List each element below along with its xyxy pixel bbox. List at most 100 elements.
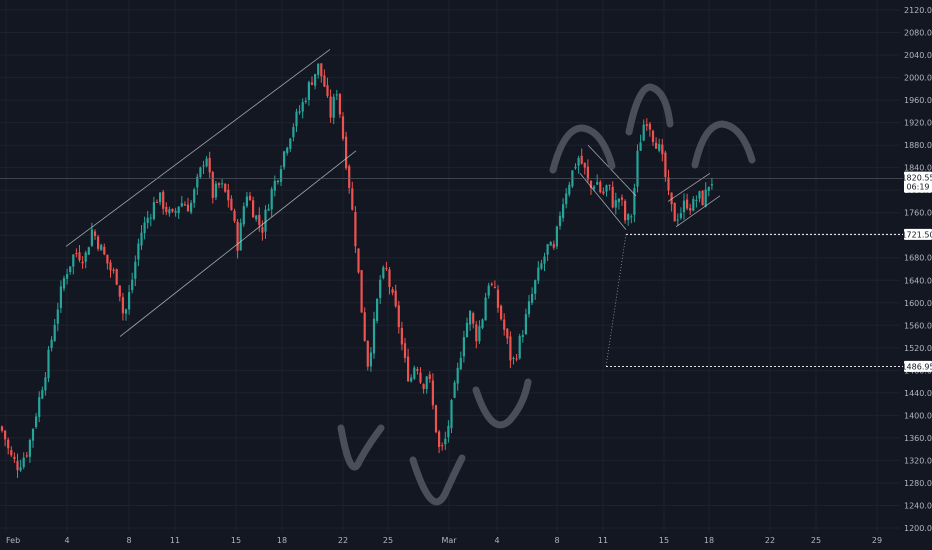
candle-down [106, 254, 109, 264]
candle-down [493, 286, 496, 288]
x-tick-label: 29 [872, 536, 882, 545]
candle-down [354, 211, 357, 247]
candle-up [66, 274, 69, 279]
candle-up [692, 198, 695, 211]
candle-up [242, 206, 245, 225]
y-tick-label: 1520.00 [904, 344, 932, 353]
inverse-head-arc [409, 454, 466, 506]
flag-lower-line [579, 173, 627, 230]
candle-down [357, 248, 360, 273]
candle-down [490, 283, 493, 286]
y-tick-label: 1920.00 [904, 119, 932, 128]
candle-down [233, 210, 236, 222]
candle-down [112, 269, 115, 271]
candle-up [35, 416, 38, 428]
candle-up [372, 318, 376, 354]
candle-down [689, 208, 692, 211]
candle-down [667, 177, 670, 191]
x-tick-label: 11 [170, 536, 180, 545]
candle-down [258, 214, 261, 225]
candle-down [4, 430, 7, 440]
y-tick-label: 1240.00 [904, 501, 932, 510]
candle-down [608, 184, 611, 186]
candle-up [574, 166, 577, 169]
candle-down [109, 262, 112, 271]
candle-down [208, 158, 211, 173]
inverse-right-shoulder-arc [472, 378, 532, 429]
candle-up [447, 425, 450, 438]
candle-up [549, 242, 552, 246]
candle-up [314, 73, 317, 86]
candle-up [180, 203, 183, 207]
candle-up [707, 186, 710, 191]
candle-up [159, 192, 162, 203]
x-tick-label: 18 [704, 536, 714, 545]
candle-down [422, 384, 425, 390]
candle-down [115, 269, 118, 285]
x-axis[interactable]: Feb 4 8 11 15 18 22 25 Mar 4 8 11 15 18 22 25 29 [6, 536, 882, 545]
candle-up [543, 256, 546, 264]
candle-up [512, 357, 515, 359]
x-tick-label: 4 [494, 536, 499, 545]
y-tick-label: 1760.00 [904, 209, 932, 218]
y-tick-label: 2080.00 [904, 29, 932, 38]
candle-up [555, 226, 558, 247]
candle-up [168, 209, 171, 214]
candle-up [481, 319, 484, 328]
candle-down [121, 297, 124, 314]
candle-up [174, 210, 177, 213]
wedge-lower-line [675, 195, 721, 228]
candle-up [19, 467, 22, 471]
candle-down [388, 269, 391, 288]
candle-up [279, 169, 283, 182]
candle-up [38, 397, 41, 417]
candle-up [199, 167, 202, 178]
candle-up [617, 198, 620, 203]
candle-up [379, 279, 382, 298]
candle-up [593, 186, 596, 189]
candle-up [487, 285, 490, 296]
candle-down [261, 227, 264, 233]
y-tick-label: 1280.00 [904, 479, 932, 488]
annotations [0, 49, 903, 506]
candle-down [620, 197, 624, 200]
y-tick-label: 1640.00 [904, 276, 932, 285]
y-tick-label: 1680.00 [904, 254, 932, 263]
candle-down [78, 252, 81, 261]
candle-down [661, 144, 664, 155]
candle-up [376, 299, 379, 321]
candle-up [31, 428, 35, 441]
candle-down [252, 200, 255, 218]
candle-up [245, 196, 248, 207]
candle-up [524, 314, 527, 335]
flag-upper-line [587, 144, 637, 197]
candle-down [351, 188, 354, 210]
candle-down [416, 369, 419, 371]
candle-up [484, 297, 487, 321]
y-tick-label: 1960.00 [904, 96, 932, 105]
candle-down [589, 180, 593, 188]
candle-up [264, 209, 267, 232]
candle-down [599, 181, 602, 193]
candle-up [44, 377, 47, 391]
candle-down [186, 204, 190, 212]
candle-down [118, 285, 121, 297]
candle-up [72, 254, 75, 267]
candle-up [307, 82, 310, 100]
candle-down [227, 189, 230, 201]
candle-up [459, 357, 462, 370]
last-price-text: 1820.55 [901, 174, 932, 183]
candle-up [84, 252, 87, 262]
y-tick-label: 1360.00 [904, 434, 932, 443]
candle-down [366, 340, 369, 367]
wedge-upper-line [667, 172, 711, 202]
candle-up [605, 185, 608, 192]
x-tick-label: 25 [383, 536, 393, 545]
candle-up [190, 202, 193, 213]
x-tick-label: 25 [811, 536, 821, 545]
candle-down [586, 166, 589, 180]
candle-down [496, 289, 500, 308]
candle-up [558, 215, 562, 226]
candle-up [642, 124, 645, 141]
